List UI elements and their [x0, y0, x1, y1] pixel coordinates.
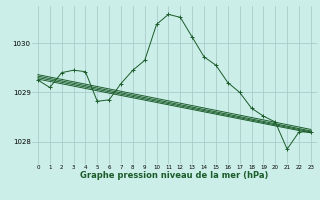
X-axis label: Graphe pression niveau de la mer (hPa): Graphe pression niveau de la mer (hPa) [80, 171, 268, 180]
